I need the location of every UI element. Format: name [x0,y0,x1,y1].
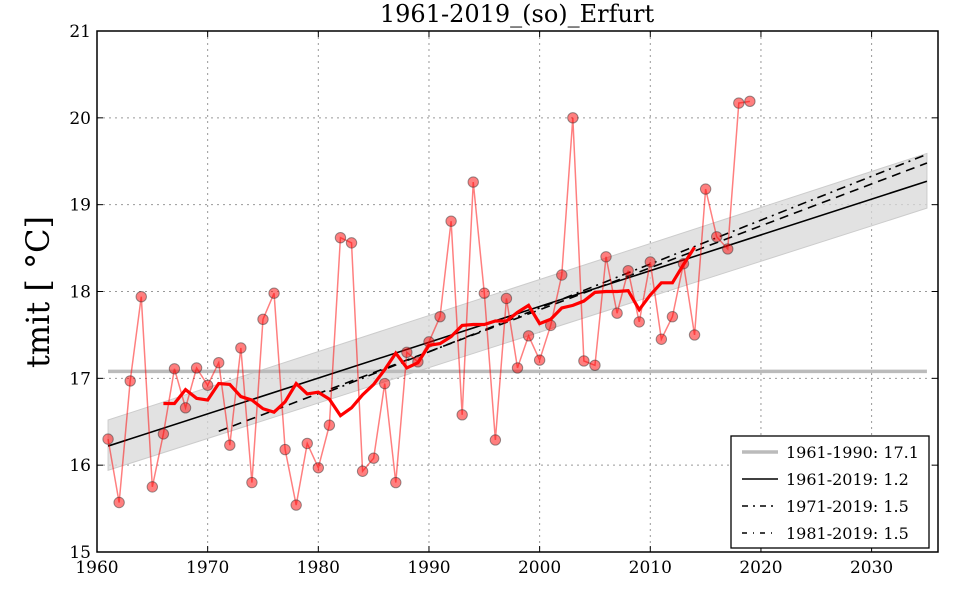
running-mean-series [163,246,696,418]
legend-trend-solid-label: 1961-2019: 1.2 [786,470,909,489]
data-point [390,476,402,489]
data-point [257,313,269,325]
data-point [113,496,125,509]
data-point [688,329,701,341]
data-point [434,310,446,323]
data-point [201,379,214,391]
data-point [246,476,258,489]
data-point [157,428,170,440]
data-point [533,354,546,366]
data-point [146,481,159,493]
data-point [478,287,491,299]
y-tick-label: 21 [69,22,91,42]
chart-title: 1961-2019_(so)_Erfurt [380,0,655,28]
legend-box [730,435,930,549]
data-point [578,355,590,367]
data-point [722,243,734,255]
data-point [733,97,745,109]
legend-baseline-label: 1961-1990: 17.1 [786,443,919,462]
data-point [290,499,302,511]
running-mean-line [163,246,696,418]
data-point [710,231,723,243]
data-point [213,357,225,369]
legend: 1961-1990: 17.1 1961-2019: 1.2 1971-2019: … [730,435,930,549]
data-point [511,362,524,374]
data-point [102,433,114,445]
data-point [235,342,247,354]
data-point [179,402,192,414]
data-point [279,443,291,456]
data-point [301,437,313,450]
data-point [589,359,601,372]
x-tick-label: 2020 [739,558,782,578]
data-point [268,287,280,299]
y-axis-label: tmit [ °C] [19,216,57,368]
data-point [445,215,457,227]
data-point [699,183,712,195]
data-point [456,409,468,421]
data-point [312,462,325,474]
data-point [622,264,634,277]
observed-line [107,100,750,506]
y-tick-label: 18 [69,283,91,303]
data-point [556,269,568,281]
y-ticks: 15 16 17 18 19 20 21 [69,22,938,563]
data-point [124,375,136,387]
observed-series [102,95,756,511]
data-point [600,251,612,263]
legend-trend-dashed-label: 1971-2019: 1.5 [786,497,909,516]
data-point [224,439,236,451]
data-point [567,112,579,124]
data-point [356,465,369,477]
data-point [633,316,645,328]
trend-line-dashed [218,162,928,433]
data-point [135,291,147,303]
data-point [323,419,336,431]
legend-trend-dashdot-label: 1981-2019: 1.5 [786,524,909,543]
data-point [401,346,413,358]
x-tick-label: 1980 [297,558,340,578]
data-point [168,363,181,375]
data-point [345,237,358,249]
y-tick-label: 17 [69,369,91,389]
x-tick-label: 1990 [407,558,450,578]
x-ticks: 1960 1970 1980 1990 2000 2010 2020 2030 [75,31,893,578]
data-point [467,176,479,188]
y-tick-label: 16 [69,456,91,476]
data-point [522,330,535,342]
data-point [666,310,679,323]
data-point [379,377,391,390]
x-tick-label: 1970 [186,558,229,578]
data-point [500,292,513,305]
data-point [644,256,656,268]
y-tick-label: 15 [69,543,91,563]
data-point [190,362,203,374]
data-point [611,307,623,319]
data-point [489,434,502,446]
y-tick-label: 19 [69,196,91,216]
data-point [744,95,756,108]
data-point [655,333,668,345]
x-tick-label: 2010 [629,558,672,578]
data-point [367,452,380,464]
x-tick-label: 1960 [75,558,118,578]
x-tick-label: 2000 [518,558,561,578]
data-point [334,231,347,244]
y-tick-label: 20 [69,109,91,129]
x-tick-label: 2030 [850,558,893,578]
